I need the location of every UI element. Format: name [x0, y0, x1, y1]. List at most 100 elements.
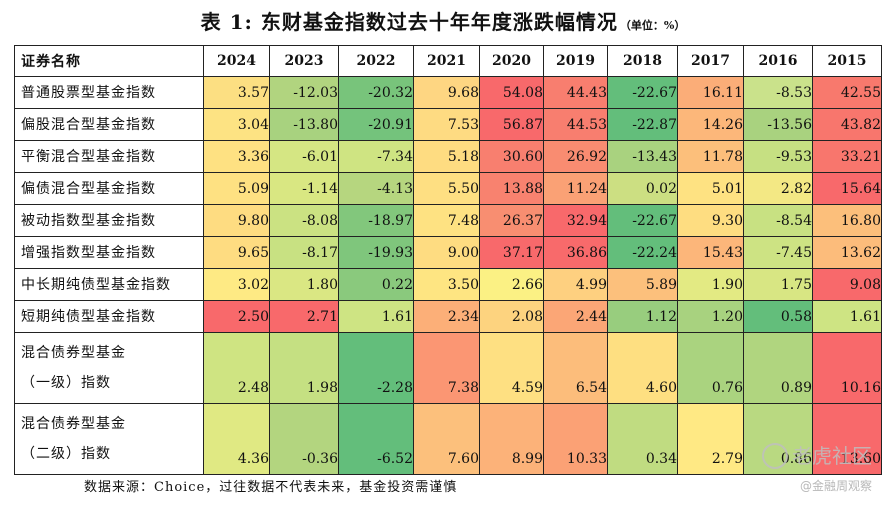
fund-index-name: 混合债券型基金 （一级）指数 [14, 332, 204, 404]
return-cell: 5.18 [413, 140, 480, 173]
return-cell: 13.60 [812, 403, 882, 475]
return-cell: -8.08 [269, 204, 339, 237]
return-cell: 15.64 [812, 172, 882, 205]
return-cell: 4.36 [203, 403, 270, 475]
return-cell: 7.48 [413, 204, 480, 237]
fund-index-name-line: 偏债混合型基金指数 [21, 180, 156, 197]
return-cell: 30.60 [479, 140, 544, 173]
return-cell: 37.17 [479, 236, 544, 269]
return-cell: -22.67 [607, 76, 678, 109]
return-cell: 3.04 [203, 108, 270, 141]
return-cell: 9.65 [203, 236, 270, 269]
table-body: 普通股票型基金指数 3.57 -12.03 -20.32 9.68 54.08 44.43-… [14, 76, 882, 475]
return-cell: 9.08 [812, 268, 882, 301]
return-cell: 14.26 [677, 108, 744, 141]
table-row: 偏股混合型基金指数 3.04 -13.80 -20.91 7.53 56.87 44.53-… [14, 108, 882, 141]
return-cell: 16.80 [812, 204, 882, 237]
return-cell: -7.34 [338, 140, 414, 173]
fund-index-name-line: 中长期纯债型基金指数 [21, 276, 171, 293]
return-cell: -7.45 [743, 236, 813, 269]
return-cell: -20.32 [338, 76, 414, 109]
return-cell: 26.37 [479, 204, 544, 237]
fund-index-name: 短期纯债型基金指数 [14, 300, 204, 333]
return-cell: -13.80 [269, 108, 339, 141]
return-cell: 9.30 [677, 204, 744, 237]
table-title-bar: 表 1: 东财基金指数过去十年年度涨跌幅情况 （单位：%） [0, 6, 886, 35]
return-cell: 10.33 [543, 403, 608, 475]
name-column-header: 证券名称 [14, 45, 204, 77]
return-cell: 2.82 [743, 172, 813, 205]
table-title: 表 1: 东财基金指数过去十年年度涨跌幅情况 [200, 10, 618, 34]
year-header: 2021 [413, 45, 480, 77]
return-cell: 33.21 [812, 140, 882, 173]
return-cell: 11.78 [677, 140, 744, 173]
return-cell: 7.38 [413, 332, 480, 404]
return-cell: 2.79 [677, 403, 744, 475]
return-cell: 44.53 [543, 108, 608, 141]
return-cell: 3.36 [203, 140, 270, 173]
year-header: 2020 [479, 45, 544, 77]
return-cell: 5.09 [203, 172, 270, 205]
return-cell: -8.53 [743, 76, 813, 109]
return-cell: -22.67 [607, 204, 678, 237]
return-cell: 0.34 [607, 403, 678, 475]
year-header: 2022 [338, 45, 414, 77]
return-cell: 2.50 [203, 300, 270, 333]
return-cell: 9.80 [203, 204, 270, 237]
table-row: 增强指数型基金指数 9.65 -8.17 -19.93 9.00 37.17 36.86 -2… [14, 236, 882, 269]
header-row: 证券名称 2024 2023 2022 2021 2020 2019 2018 … [14, 45, 882, 77]
source-note: 数据来源：Choice，过往数据不代表未来，基金投资需谨慎 [84, 480, 458, 495]
return-cell: 13.88 [479, 172, 544, 205]
return-cell: 9.68 [413, 76, 480, 109]
return-cell: -8.17 [269, 236, 339, 269]
return-cell: 43.82 [812, 108, 882, 141]
watermark-sub: @金融周观察 [799, 479, 872, 493]
return-cell: 9.00 [413, 236, 480, 269]
return-cell: 56.87 [479, 108, 544, 141]
return-cell: -13.43 [607, 140, 678, 173]
return-cell: -0.36 [269, 403, 339, 475]
return-cell: 2.34 [413, 300, 480, 333]
fund-index-name: 增强指数型基金指数 [14, 236, 204, 269]
return-cell: -8.54 [743, 204, 813, 237]
return-cell: 15.43 [677, 236, 744, 269]
return-cell: 6.54 [543, 332, 608, 404]
table-row: 被动指数型基金指数 9.80 -8.08 -18.97 7.48 26.37 32.94 -2… [14, 204, 882, 237]
watermark-main: 老虎社区 [792, 444, 872, 468]
fund-index-name-line: 被动指数型基金指数 [21, 212, 156, 229]
fund-index-name: 偏股混合型基金指数 [14, 108, 204, 141]
return-cell: 4.60 [607, 332, 678, 404]
return-cell: 32.94 [543, 204, 608, 237]
return-cell: 2.44 [543, 300, 608, 333]
fund-index-name-line: （二级）指数 [21, 446, 111, 462]
fund-index-name-line: （一级）指数 [21, 375, 111, 391]
year-header: 2017 [677, 45, 744, 77]
return-cell: 5.89 [607, 268, 678, 301]
return-cell: 1.75 [743, 268, 813, 301]
return-cell: 1.80 [269, 268, 339, 301]
return-cell: 1.90 [677, 268, 744, 301]
fund-index-name-line: 混合债券型基金 [21, 345, 126, 361]
fund-index-table: 证券名称 2024 2023 2022 2021 2020 2019 2018 … [14, 45, 882, 475]
return-cell: 0.58 [743, 300, 813, 333]
return-cell: 1.61 [812, 300, 882, 333]
return-cell: 4.59 [479, 332, 544, 404]
return-cell: 1.98 [269, 332, 339, 404]
return-cell: 2.08 [479, 300, 544, 333]
return-cell: 10.16 [812, 332, 882, 404]
fund-index-name-line: 短期纯债型基金指数 [21, 308, 156, 325]
return-cell: 4.99 [543, 268, 608, 301]
fund-index-name: 被动指数型基金指数 [14, 204, 204, 237]
return-cell: -20.91 [338, 108, 414, 141]
return-cell: -2.28 [338, 332, 414, 404]
return-cell: -9.53 [743, 140, 813, 173]
fund-index-name: 普通股票型基金指数 [14, 76, 204, 109]
table-row: 混合债券型基金 （一级）指数 2.48 1.98 -2.28 7.38 4.59 6.54 4.… [14, 332, 882, 404]
table-row: 偏债混合型基金指数 5.09 -1.14 -4.13 5.50 13.88 11.24 0.0… [14, 172, 882, 205]
return-cell: 2.48 [203, 332, 270, 404]
return-cell: 1.61 [338, 300, 414, 333]
return-cell: -4.13 [338, 172, 414, 205]
year-header: 2024 [203, 45, 270, 77]
fund-index-name-line: 偏股混合型基金指数 [21, 116, 156, 133]
return-cell: 7.53 [413, 108, 480, 141]
